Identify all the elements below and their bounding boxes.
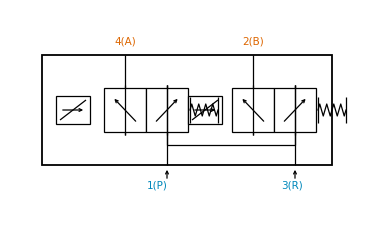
Bar	[42, 55, 332, 165]
Text: 2(B): 2(B)	[242, 37, 264, 47]
Text: 1(P): 1(P)	[147, 181, 167, 191]
Text: 4(A): 4(A)	[114, 37, 136, 47]
Text: 3(R): 3(R)	[281, 181, 303, 191]
Bar	[146, 88, 188, 132]
Bar	[56, 96, 90, 124]
Bar	[188, 96, 222, 124]
Bar	[274, 88, 316, 132]
Bar	[232, 88, 274, 132]
Bar	[104, 88, 146, 132]
